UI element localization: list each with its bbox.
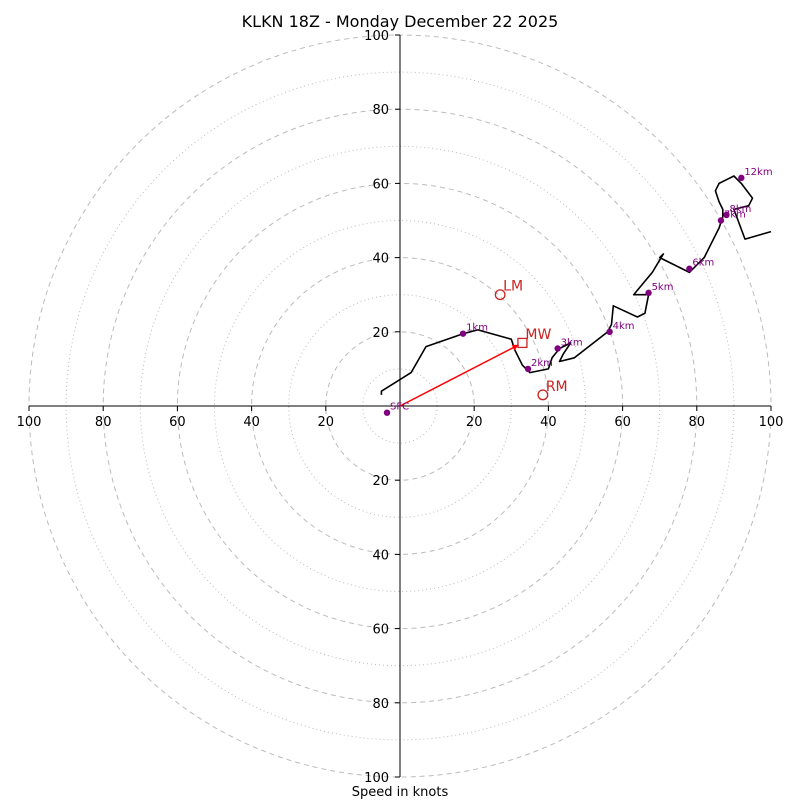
- x-tick-label: 20: [466, 415, 483, 430]
- height-label-8km: 8km: [729, 204, 751, 215]
- motion-label-lm: LM: [503, 279, 523, 295]
- x-tick-label: 60: [614, 415, 631, 430]
- x-tick-label: 60: [169, 415, 186, 430]
- shear-vector-arrowhead: [511, 344, 519, 351]
- x-tick-label: 40: [243, 415, 260, 430]
- height-marker-sfc: [383, 409, 391, 416]
- height-marker-12km: [738, 174, 745, 182]
- x-tick-label: 100: [759, 415, 784, 430]
- x-axis-label: Speed in knots: [352, 785, 449, 800]
- x-tick-label: 80: [95, 415, 112, 430]
- shear-vector-line: [399, 344, 520, 407]
- y-tick-label: 80: [372, 697, 389, 712]
- y-tick-label: 60: [372, 623, 389, 638]
- height-marker-7km: [717, 217, 725, 224]
- y-tick-label: 20: [372, 326, 389, 341]
- wind-trace-line: [380, 175, 772, 395]
- height-label-3km: 3km: [561, 337, 583, 348]
- height-label-2km: 2km: [531, 358, 553, 369]
- height-marker-5km: [645, 289, 652, 297]
- motion-label-mw: MW: [525, 327, 551, 343]
- height-marker-6km: [686, 265, 693, 272]
- height-label-1km: 1km: [466, 323, 488, 334]
- y-tick-label: 40: [372, 252, 389, 267]
- y-tick-label: 40: [372, 548, 389, 563]
- height-marker-4km: [606, 328, 613, 335]
- y-tick-label: 100: [364, 771, 389, 786]
- height-label-5km: 5km: [652, 282, 674, 293]
- motion-label-rm: RM: [546, 379, 568, 395]
- y-tick-label: 100: [364, 29, 389, 44]
- wind-trace: [380, 175, 772, 407]
- motion-marker-mw: [517, 337, 528, 349]
- x-tick-label: 80: [689, 415, 706, 430]
- height-marker-8km: [723, 211, 730, 219]
- x-tick-label: 40: [540, 415, 557, 430]
- motion-marker-rm: [537, 389, 549, 401]
- height-marker-1km: [459, 330, 467, 337]
- height-label-sfc: SFC: [390, 402, 409, 413]
- x-tick-label: 20: [318, 415, 335, 430]
- height-label-6km: 6km: [692, 258, 714, 269]
- storm-motion-markers: LM RM MW: [494, 279, 568, 401]
- height-label-12km: 12km: [744, 167, 772, 178]
- y-tick-label: 60: [372, 177, 389, 192]
- axes: 100 80 60 40 20 20 40 60 80 100 100 80 60 40 20 20 40 60 8…: [17, 29, 784, 786]
- x-tick-label: 100: [17, 415, 42, 430]
- y-tick-label: 80: [372, 103, 389, 118]
- chart-title: KLKN 18Z - Monday December 22 2025: [242, 12, 559, 31]
- height-marker-2km: [524, 365, 532, 373]
- motion-marker-lm: [494, 289, 506, 301]
- height-label-7km: 7km: [724, 210, 746, 221]
- height-label-4km: 4km: [613, 321, 635, 332]
- y-tick-label: 20: [372, 474, 389, 489]
- height-marker-3km: [554, 345, 561, 352]
